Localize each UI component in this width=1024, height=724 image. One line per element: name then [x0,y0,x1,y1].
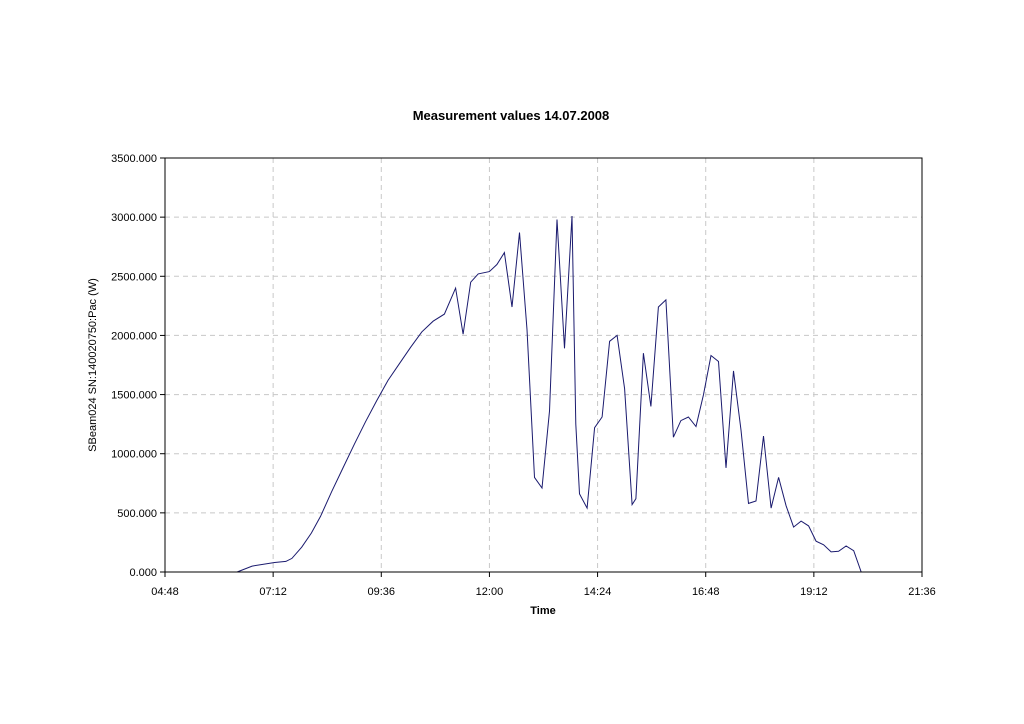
y-tick-label: 500.000 [117,508,157,520]
x-tick-label: 19:12 [800,586,828,598]
y-tick-label: 1000.000 [111,449,157,461]
x-tick-label: 04:48 [151,586,179,598]
x-tick-label: 12:00 [476,586,504,598]
y-axis-title: SBeam024 SN:140020750:Pac (W) [87,278,99,452]
x-tick-label: 07:12 [259,586,287,598]
y-tick-label: 0.000 [129,567,157,579]
x-axis-ticks: 04:48 07:12 09:36 12:00 14:24 16:48 19:12 21:36 [151,572,936,598]
plot-area [165,158,922,572]
y-tick-label: 3500.000 [111,153,157,165]
x-tick-label: 16:48 [692,586,720,598]
x-tick-label: 09:36 [368,586,396,598]
plot-frame [164,157,923,573]
y-tick-label: 2000.000 [111,330,157,342]
y-tick-label: 3000.000 [111,212,157,224]
y-tick-label: 2500.000 [111,271,157,283]
chart-title: Measurement values 14.07.2008 [413,108,610,123]
x-tick-label: 21:36 [908,586,936,598]
y-axis-ticks: 0.000 500.000 1000.000 1500.000 2000.000 2500… [111,153,165,579]
x-tick-label: 14:24 [584,586,612,598]
series-line [236,215,877,573]
y-tick-label: 1500.000 [111,390,157,402]
gridlines [165,158,922,572]
x-axis-title: Time [530,605,555,617]
